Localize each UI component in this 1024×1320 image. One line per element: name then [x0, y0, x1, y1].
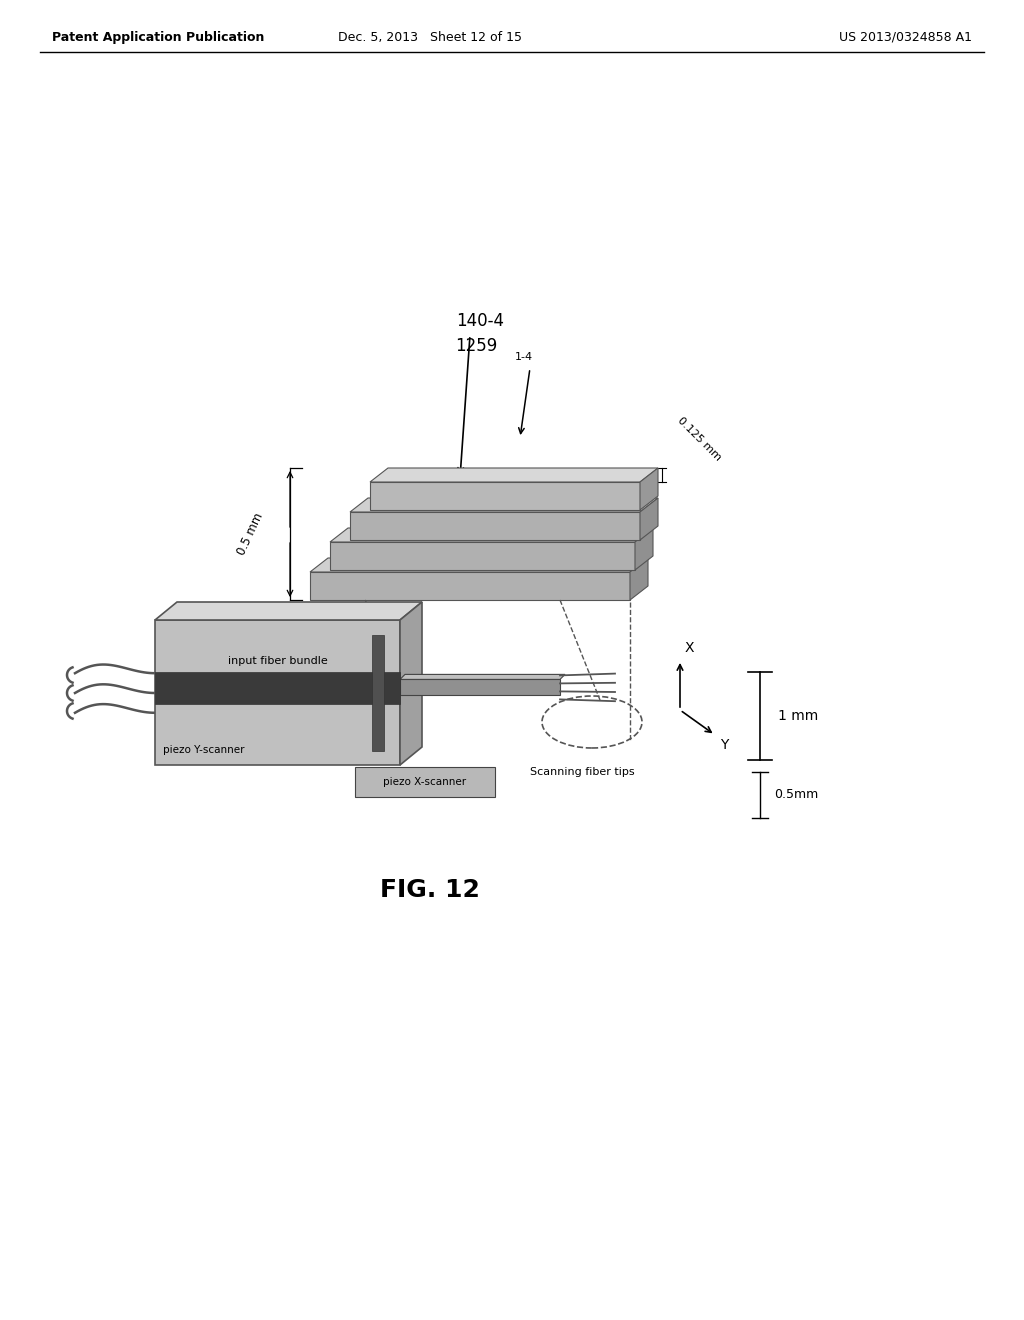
- Polygon shape: [640, 469, 658, 510]
- Polygon shape: [330, 528, 653, 543]
- Polygon shape: [635, 528, 653, 570]
- Bar: [355, 767, 495, 797]
- Text: Y: Y: [720, 738, 728, 752]
- Text: piezo Y-scanner: piezo Y-scanner: [163, 744, 245, 755]
- Bar: [370, 482, 640, 510]
- Text: 0.5 mm: 0.5 mm: [234, 511, 265, 557]
- Text: Patent Application Publication: Patent Application Publication: [52, 30, 264, 44]
- Polygon shape: [630, 558, 648, 601]
- Bar: [155, 620, 400, 766]
- Bar: [350, 512, 640, 540]
- Polygon shape: [350, 498, 658, 512]
- Text: Dec. 5, 2013   Sheet 12 of 15: Dec. 5, 2013 Sheet 12 of 15: [338, 30, 522, 44]
- Text: 1-4: 1-4: [515, 352, 534, 362]
- Bar: [400, 680, 560, 696]
- Polygon shape: [400, 602, 422, 766]
- Text: input fiber bundle: input fiber bundle: [227, 656, 328, 665]
- Text: US 2013/0324858 A1: US 2013/0324858 A1: [839, 30, 972, 44]
- Polygon shape: [310, 558, 648, 572]
- Text: FIG. 12: FIG. 12: [380, 878, 480, 902]
- Text: piezo X-scanner: piezo X-scanner: [383, 777, 467, 787]
- Text: 0.5mm: 0.5mm: [774, 788, 818, 801]
- Text: 0.125 mm: 0.125 mm: [676, 416, 723, 463]
- Polygon shape: [640, 498, 658, 540]
- Polygon shape: [155, 602, 422, 620]
- Text: X: X: [685, 642, 694, 655]
- Bar: [155, 672, 400, 704]
- Text: 1 mm: 1 mm: [778, 709, 818, 723]
- Polygon shape: [400, 675, 565, 680]
- Text: 140-4: 140-4: [456, 312, 504, 330]
- Bar: [310, 572, 630, 601]
- Text: Scanning fiber tips: Scanning fiber tips: [529, 767, 634, 777]
- Text: 1259: 1259: [455, 337, 498, 355]
- Bar: [330, 543, 635, 570]
- Bar: [372, 635, 384, 751]
- Polygon shape: [370, 469, 658, 482]
